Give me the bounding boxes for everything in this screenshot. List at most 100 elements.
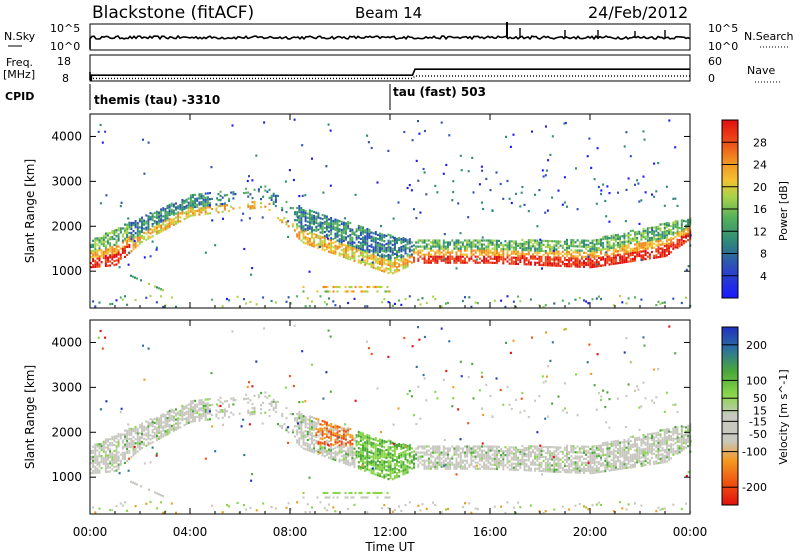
scatter-cell: [636, 247, 639, 250]
scatter-cell: [478, 449, 481, 452]
scatter-cell: [527, 241, 530, 244]
scatter-cell: [640, 236, 643, 239]
scatter-cell: [113, 237, 116, 240]
scatter-cell: [470, 251, 473, 254]
scatter-cell: [168, 203, 171, 206]
scatter-cell: [98, 443, 101, 446]
scatter-cell: [640, 232, 643, 235]
scatter-cell: [481, 259, 483, 262]
scatter-cell: [655, 230, 658, 233]
nsearch-label: N.Search: [744, 30, 794, 43]
scatter-cell: [646, 241, 649, 244]
scatter-cell: [593, 178, 596, 181]
scatter-cell: [415, 245, 418, 248]
scatter-cell: [393, 263, 396, 266]
scatter-cell: [298, 427, 301, 430]
scatter-cell: [374, 453, 377, 456]
scatter-cell: [117, 439, 120, 442]
scatter-cell: [117, 237, 120, 240]
scatter-cell: [342, 221, 345, 224]
scatter-cell: [187, 417, 190, 420]
scatter-cell: [298, 207, 301, 210]
scatter-cell: [568, 261, 571, 264]
scatter-cell: [447, 259, 449, 262]
scatter-cell: [296, 295, 299, 298]
scatter-cell: [141, 220, 143, 223]
scatter-cell: [400, 264, 403, 267]
scatter-cell: [506, 448, 509, 451]
scatter-cell: [175, 422, 177, 425]
scatter-cell: [444, 253, 447, 256]
scatter-cell: [442, 461, 445, 464]
scatter-cell: [338, 234, 341, 237]
scatter-cell: [262, 195, 265, 198]
scatter-cell: [366, 228, 369, 231]
scatter-cell: [557, 254, 560, 257]
scatter-cell: [200, 417, 203, 420]
scatter-cell: [402, 461, 405, 464]
y-tick-label: 4000: [51, 129, 82, 143]
scatter-cell: [447, 465, 449, 468]
scatter-cell: [350, 285, 353, 289]
scatter-cell: [306, 243, 309, 246]
scatter-cell: [319, 429, 322, 432]
scatter-cell: [330, 447, 333, 450]
scatter-cell: [474, 251, 477, 254]
scatter-cell: [306, 224, 309, 227]
scatter-cell: [440, 461, 443, 464]
scatter-cell: [553, 256, 556, 259]
scatter-cell: [391, 235, 394, 238]
scatter-cell: [517, 450, 520, 453]
scatter-cell: [115, 253, 118, 256]
scatter-cell: [400, 248, 403, 251]
scatter-cell: [444, 259, 447, 262]
scatter-cell: [425, 239, 428, 242]
scatter-cell: [134, 224, 137, 227]
scatter-cell: [393, 465, 396, 468]
scatter-cell: [453, 467, 456, 470]
scatter-cell: [391, 266, 394, 269]
scatter-cell: [349, 442, 352, 445]
scatter-cell: [119, 229, 122, 232]
scatter-cell: [124, 443, 126, 446]
scatter-cell: [474, 461, 477, 464]
scatter-cell: [338, 254, 341, 257]
scatter-cell: [334, 454, 337, 457]
scatter-cell: [466, 255, 469, 258]
scatter-cell: [515, 252, 517, 255]
scatter-cell: [474, 507, 477, 510]
scatter-cell: [270, 194, 273, 197]
scatter-cell: [481, 243, 483, 246]
scatter-cell: [589, 245, 592, 249]
scatter-cell: [555, 250, 558, 253]
colorbar-tick-label: 12: [753, 225, 767, 238]
scatter-cell: [385, 242, 388, 246]
scatter-cell: [600, 256, 602, 259]
scatter-cell: [642, 230, 645, 233]
scatter-cell: [149, 255, 152, 258]
scatter-cell: [107, 250, 109, 253]
scatter-cell: [315, 225, 318, 228]
scatter-cell: [115, 451, 118, 454]
scatter-cell: [349, 256, 352, 259]
scatter-cell: [663, 236, 666, 240]
scatter-cell: [421, 447, 424, 450]
scatter-cell: [580, 241, 583, 244]
scatter-cell: [534, 263, 537, 266]
scatter-cell: [117, 459, 120, 462]
scatter-cell: [351, 436, 354, 439]
scatter-cell: [175, 426, 177, 429]
scatter-cell: [387, 272, 390, 275]
scatter-cell: [136, 434, 139, 437]
scatter-cell: [525, 447, 528, 450]
scatter-cell: [104, 232, 107, 235]
scatter-cell: [408, 452, 411, 455]
scatter-cell: [529, 261, 532, 264]
scatter-cell: [177, 423, 180, 426]
scatter-cell: [353, 255, 356, 258]
scatter-cell: [362, 442, 364, 445]
scatter-cell: [353, 459, 356, 462]
scatter-cell: [151, 423, 154, 426]
scatter-cell: [583, 255, 585, 258]
scatter-cell: [323, 230, 326, 234]
